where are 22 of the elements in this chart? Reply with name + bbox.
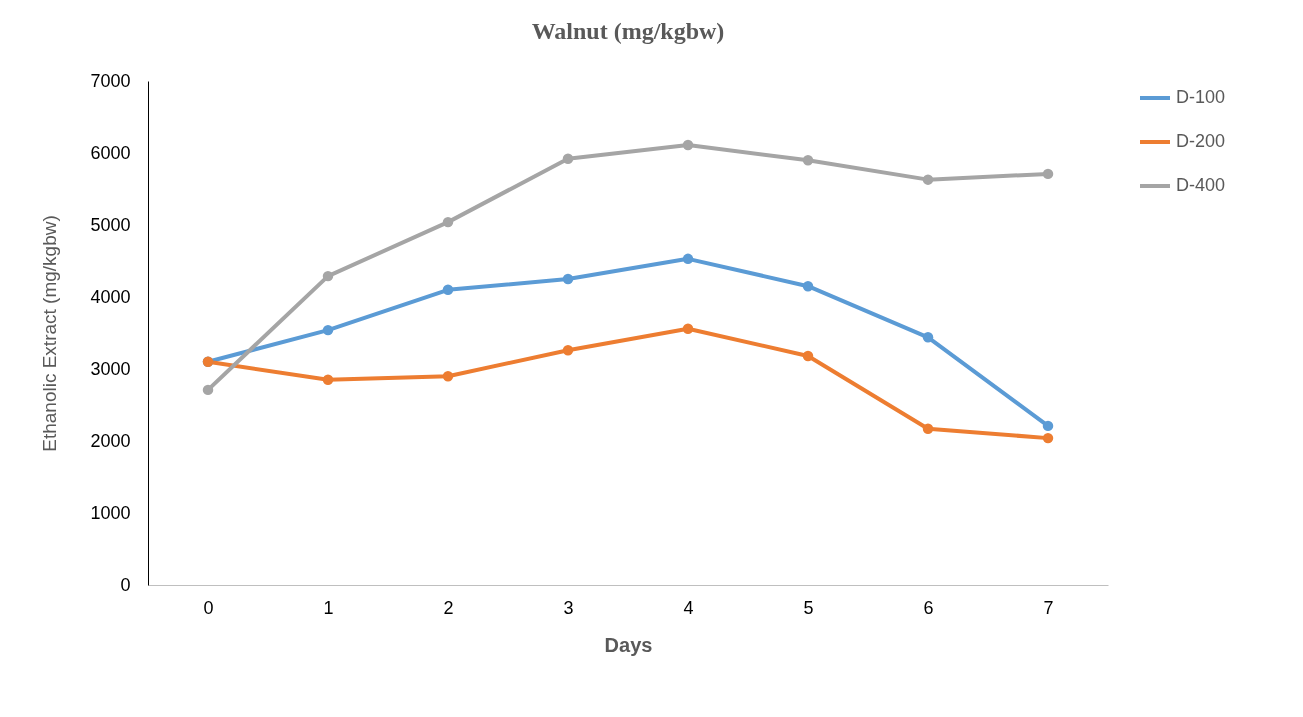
y-tick-label: 7000 (90, 70, 131, 91)
x-axis-title: Days (604, 633, 653, 656)
x-tick-label: 3 (563, 597, 574, 618)
x-tick-label: 0 (203, 597, 214, 618)
y-tick-label: 4000 (90, 286, 131, 307)
y-axis-title: Ethanolic Extract (mg/kgbw) (39, 215, 61, 452)
y-tick-label: 0 (120, 574, 131, 595)
y-tick-label: 2000 (90, 430, 131, 451)
y-tick-label: 1000 (90, 502, 131, 523)
x-tick-label: 5 (803, 597, 814, 618)
x-tick-label: 7 (1043, 597, 1054, 618)
legend-label: D-400 (1176, 175, 1226, 195)
y-tick-label: 5000 (90, 214, 131, 235)
x-tick-label: 1 (323, 597, 334, 618)
x-tick-label: 2 (443, 597, 454, 618)
y-tick-label: 3000 (90, 358, 131, 379)
chart-title: Walnut (mg/kgbw) (531, 18, 725, 44)
legend-label: D-100 (1176, 87, 1226, 107)
x-tick-label: 6 (923, 597, 934, 618)
y-tick-label: 6000 (90, 142, 131, 163)
x-tick-label: 4 (683, 597, 694, 618)
legend-label: D-200 (1176, 131, 1226, 151)
